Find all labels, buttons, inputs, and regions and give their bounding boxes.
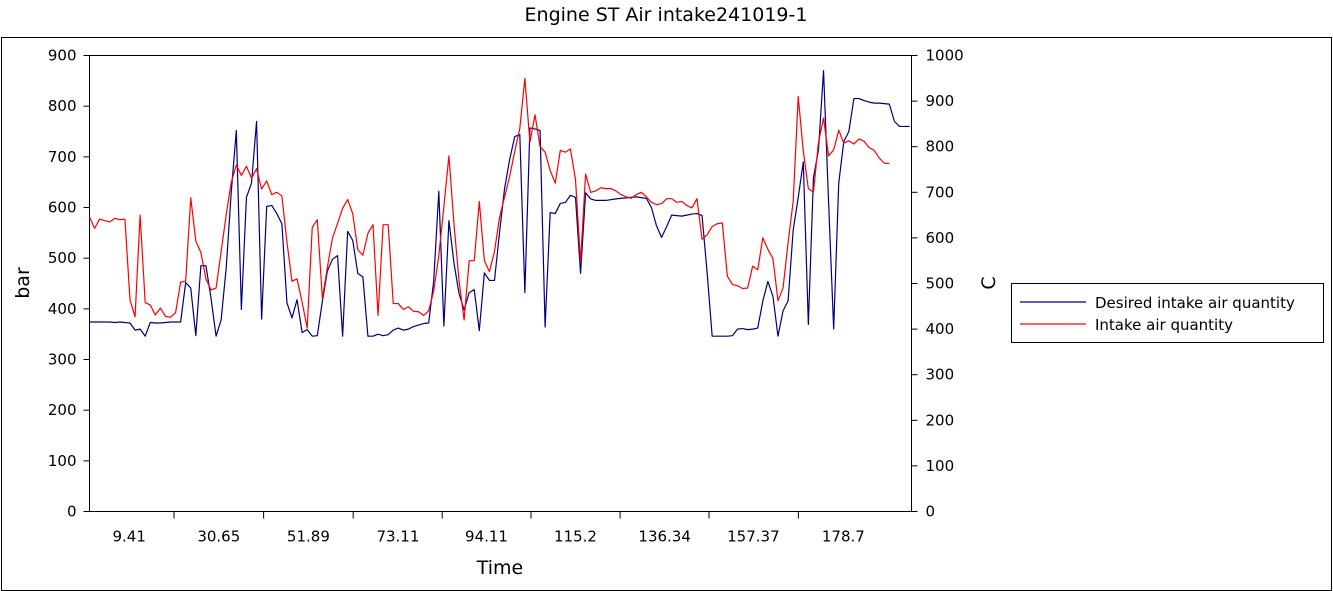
legend: Desired intake air quantity Intake air q… — [1011, 283, 1324, 343]
y-axis-left: 0 100 200 300 400 500 600 700 800 900 — [48, 47, 90, 521]
x-tick-label: 9.41 — [112, 528, 145, 546]
y-left-tick-label: 900 — [48, 47, 77, 65]
y-left-tick-label: 400 — [48, 300, 77, 318]
y-left-tick-label: 500 — [48, 249, 77, 267]
y-left-tick-label: 200 — [48, 401, 77, 419]
x-tick-label: 115.2 — [554, 528, 597, 546]
plot-area — [89, 55, 912, 512]
y-right-tick-label: 700 — [926, 183, 955, 201]
y-left-tick-label: 100 — [48, 452, 77, 470]
x-axis: 9.41 30.65 51.89 73.11 94.11 115.2 136.34 157.3… — [112, 511, 865, 546]
legend-box — [1011, 283, 1324, 343]
series-layer — [88, 70, 910, 337]
y-axis-right-title: C — [978, 276, 1000, 289]
y-left-tick-label: 700 — [48, 148, 77, 166]
y-left-tick-label: 600 — [48, 199, 77, 217]
x-tick-label: 136.34 — [638, 528, 691, 546]
y-right-tick-label: 900 — [926, 92, 955, 110]
y-right-tick-label: 0 — [926, 503, 936, 521]
series-line-intake-air — [88, 77, 890, 329]
series-line-desired-intake-air — [89, 70, 910, 337]
y-left-tick-label: 300 — [48, 351, 77, 369]
y-left-tick-label: 800 — [48, 97, 77, 115]
y-left-tick-label: 0 — [67, 503, 77, 521]
x-axis-title: Time — [476, 557, 524, 579]
y-axis-right: 0 100 200 300 400 500 600 700 800 900 1000 — [911, 47, 964, 521]
legend-label-desired: Desired intake air quantity — [1095, 294, 1295, 312]
x-tick-label: 30.65 — [197, 528, 240, 546]
x-tick-label: 51.89 — [287, 528, 330, 546]
x-tick-label: 157.37 — [727, 528, 780, 546]
y-right-tick-label: 800 — [926, 138, 955, 156]
y-right-tick-label: 600 — [926, 229, 955, 247]
x-tick-label: 73.11 — [376, 528, 419, 546]
y-axis-left-title: bar — [12, 267, 34, 299]
x-tick-label: 94.11 — [465, 528, 508, 546]
y-right-tick-label: 100 — [926, 457, 955, 475]
x-tick-label: 178.7 — [822, 528, 865, 546]
y-right-tick-label: 500 — [926, 275, 955, 293]
y-right-tick-label: 200 — [926, 411, 955, 429]
legend-label-intake: Intake air quantity — [1095, 316, 1233, 334]
y-right-tick-label: 300 — [926, 366, 955, 384]
y-right-tick-label: 400 — [926, 320, 955, 338]
chart-title: Engine ST Air intake241019-1 — [525, 4, 808, 26]
y-right-tick-label: 1000 — [926, 47, 964, 65]
